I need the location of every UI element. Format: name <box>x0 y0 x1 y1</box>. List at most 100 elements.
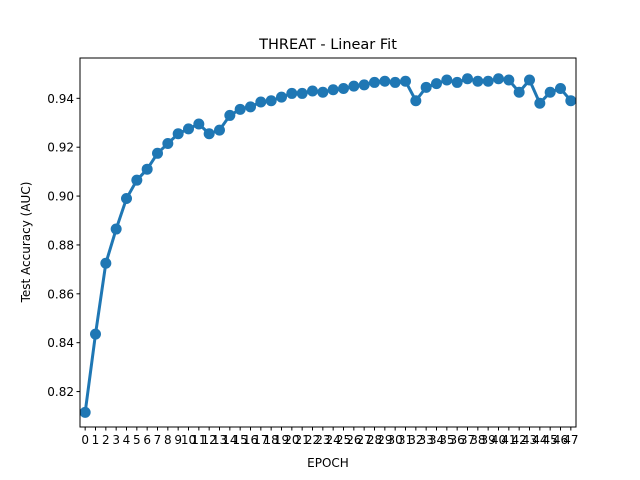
x-tick-label: 33 <box>419 433 434 447</box>
data-point <box>441 74 453 86</box>
y-tick-label: 0.84 <box>47 336 74 350</box>
x-tick-label: 47 <box>563 433 578 447</box>
data-point <box>131 174 143 186</box>
x-tick-label: 14 <box>222 433 237 447</box>
data-point <box>327 84 339 96</box>
x-tick-label: 18 <box>264 433 279 447</box>
x-tick-label: 31 <box>398 433 413 447</box>
data-point <box>100 257 112 269</box>
x-tick-label: 25 <box>336 433 351 447</box>
x-tick-label: 20 <box>284 433 299 447</box>
axes-frame <box>79 57 577 428</box>
data-point <box>555 83 566 95</box>
data-point <box>183 123 194 135</box>
data-point <box>121 193 132 205</box>
data-point <box>534 97 546 109</box>
data-point <box>451 76 463 88</box>
y-tick-label: 0.92 <box>47 141 74 155</box>
data-point <box>358 79 370 91</box>
data-point <box>110 223 122 235</box>
data-point <box>214 124 225 136</box>
data-point <box>90 328 101 340</box>
x-tick-label: 34 <box>429 433 444 447</box>
x-tick-label: 32 <box>408 433 423 447</box>
data-point <box>162 138 174 150</box>
x-tick-label: 7 <box>154 433 162 447</box>
data-point <box>296 87 308 99</box>
x-tick-label: 10 <box>181 433 196 447</box>
data-point <box>79 406 91 418</box>
data-point <box>152 147 163 159</box>
x-tick-label: 15 <box>233 433 248 447</box>
data-point <box>462 73 473 85</box>
data-point <box>482 75 494 87</box>
data-point <box>379 75 391 87</box>
x-tick-label: 22 <box>305 433 320 447</box>
x-tick-label: 41 <box>501 433 516 447</box>
x-axis-label: EPOCH <box>307 456 349 470</box>
x-tick-label: 36 <box>450 433 465 447</box>
x-tick-label: 19 <box>274 433 289 447</box>
x-axis-ticks: 0 1 2 3 4 5 6 7 8 9101112131415161718192021222324… <box>81 427 578 447</box>
y-tick-label: 0.88 <box>47 238 74 252</box>
data-point <box>503 74 515 86</box>
x-tick-label: 21 <box>295 433 310 447</box>
series-line <box>83 77 573 414</box>
x-tick-label: 40 <box>491 433 506 447</box>
x-tick-label: 37 <box>460 433 475 447</box>
x-tick-label: 2 <box>102 433 110 447</box>
x-tick-label: 23 <box>315 433 330 447</box>
x-tick-label: 3 <box>112 433 120 447</box>
data-point <box>265 95 277 107</box>
data-point <box>255 96 267 108</box>
x-tick-label: 24 <box>326 433 341 447</box>
data-point <box>234 103 246 115</box>
data-point <box>400 75 411 87</box>
data-point <box>565 95 577 107</box>
x-tick-label: 4 <box>123 433 131 447</box>
data-point <box>193 118 205 130</box>
x-tick-label: 5 <box>133 433 141 447</box>
data-point <box>224 109 236 121</box>
data-point <box>410 95 422 107</box>
data-point <box>524 74 535 86</box>
x-tick-label: 11 <box>191 433 206 447</box>
data-point <box>493 73 504 85</box>
x-tick-label: 6 <box>143 433 151 447</box>
x-tick-label: 28 <box>367 433 382 447</box>
data-point <box>141 163 153 175</box>
data-point <box>431 78 442 90</box>
x-tick-label: 0 <box>81 433 89 447</box>
x-tick-label: 44 <box>532 433 547 447</box>
x-tick-label: 43 <box>522 433 537 447</box>
data-point <box>203 128 215 140</box>
data-point <box>389 76 401 88</box>
data-point <box>420 81 432 93</box>
data-point <box>286 87 298 99</box>
data-point <box>369 76 380 88</box>
x-tick-label: 13 <box>212 433 227 447</box>
data-point <box>338 83 349 95</box>
data-point <box>307 85 318 97</box>
x-tick-label: 17 <box>253 433 268 447</box>
y-tick-label: 0.86 <box>47 287 74 301</box>
y-tick-label: 0.94 <box>47 92 74 106</box>
data-point <box>513 86 525 98</box>
x-tick-label: 27 <box>357 433 372 447</box>
x-tick-label: 8 <box>164 433 172 447</box>
y-axis-label: Test Accuracy (AUC) <box>19 182 33 304</box>
data-point <box>245 101 256 113</box>
y-tick-label: 0.82 <box>47 385 74 399</box>
x-tick-label: 9 <box>174 433 182 447</box>
x-tick-label: 35 <box>439 433 454 447</box>
chart-title: THREAT - Linear Fit <box>258 37 397 53</box>
y-tick-label: 0.90 <box>47 190 74 204</box>
x-tick-label: 30 <box>388 433 403 447</box>
x-tick-label: 46 <box>553 433 568 447</box>
y-axis-ticks: 0.82 0.84 0.86 0.88 0.90 0.92 0.94 <box>47 92 80 399</box>
data-point <box>317 86 329 98</box>
data-point <box>276 91 287 103</box>
x-tick-label: 29 <box>377 433 392 447</box>
data-point <box>348 80 360 92</box>
